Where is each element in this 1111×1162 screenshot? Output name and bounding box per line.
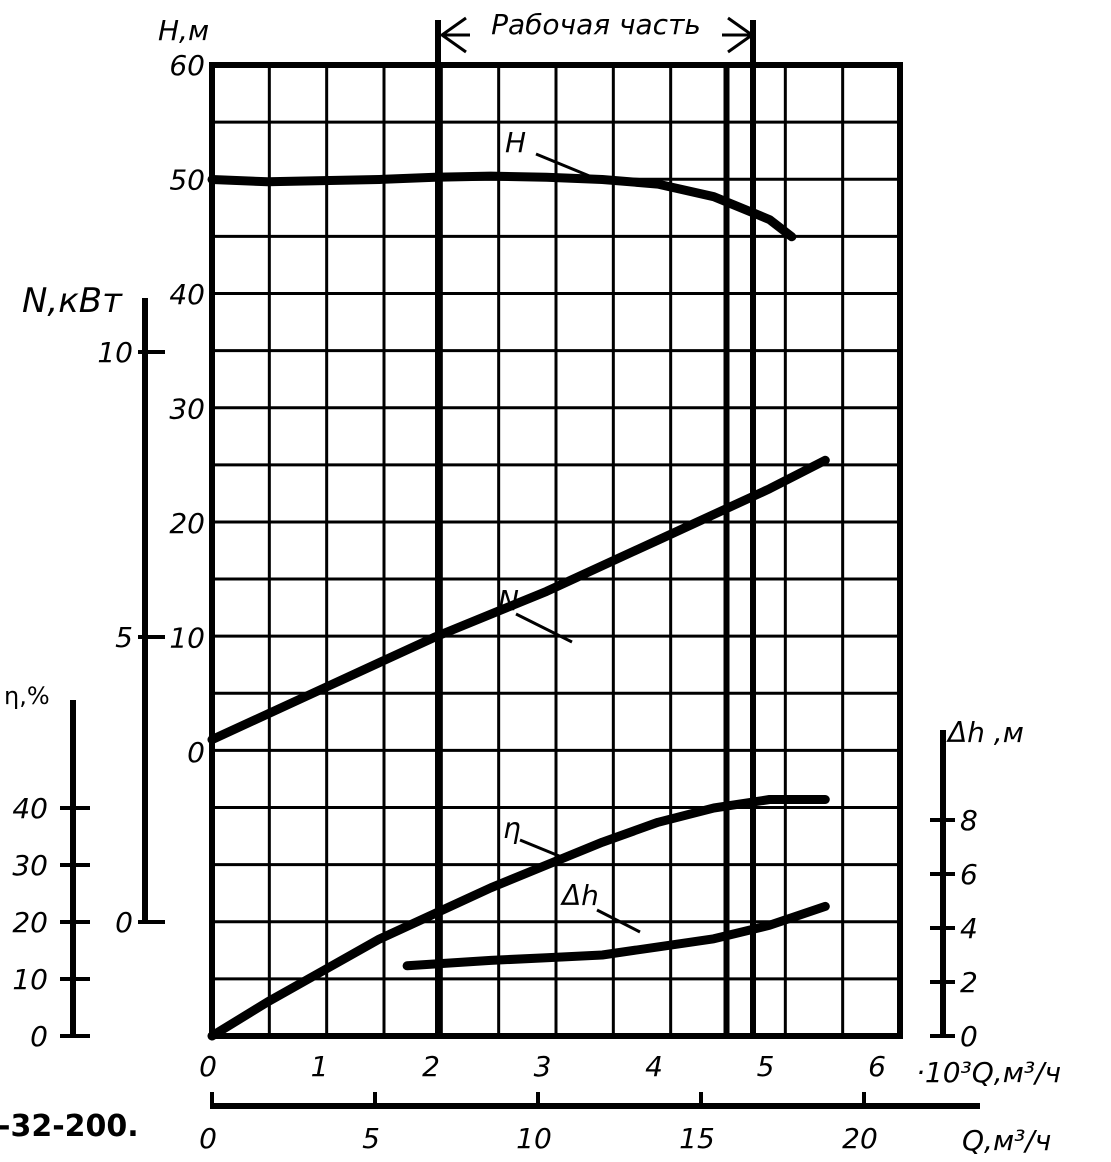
x-axis-tick-label: 4 [645,1050,663,1083]
h-axis-tick-label: 0 [187,736,205,769]
x-axis-tick-label: 0 [199,1050,217,1083]
curve-label-dh-leader [596,908,641,934]
curve-label-h-leader [535,152,605,184]
plot-frame [209,62,903,1039]
eta-axis-tick-label: 10 [12,963,48,996]
h-axis-tick-label: 30 [169,393,205,426]
x2-axis-tick-label: 10 [516,1122,552,1155]
n-axis-label: N,кВт [22,281,123,321]
h-axis-label: H,м [158,14,209,47]
curve-label-eta: η [503,812,521,845]
eta-axis-tick-label: 20 [12,906,48,939]
curve-label-h: H [505,126,526,159]
curve-label-n-leader [515,612,573,644]
h-axis-tick-label: 20 [169,507,205,540]
x2-axis-ticks: 0 5 10 15 20 [199,1092,878,1155]
curve-n [207,455,830,745]
curve-label-dh: Δh [560,879,599,912]
dh-axis-ticks: 8 6 4 2 0 [930,804,978,1053]
dh-axis-tick-label: 4 [960,912,978,945]
x-axis-tick-label: 2 [422,1050,440,1083]
x2-axis: 0 5 10 15 20 Q,м³/ч [199,1092,1051,1157]
h-axis-tick-label: 50 [169,164,205,197]
curve-label-n: N [498,584,519,617]
eta-axis-ticks: 40 30 20 10 0 [12,792,90,1053]
x-axis-tick-label: 5 [757,1050,775,1083]
working-zone: Рабочая часть [435,8,756,1036]
curve-eta [207,795,830,1041]
curve-labels: H N η Δh [498,126,641,934]
dh-axis-tick-label: 2 [960,966,978,999]
x2-axis-label: Q,м³/ч [962,1124,1051,1157]
dh-axis-label: Δh ,м [946,716,1024,749]
eta-axis-tick-label: 40 [12,792,48,825]
eta-axis-tick-label: 0 [30,1020,48,1053]
x2-axis-tick-label: 20 [842,1122,878,1155]
eta-axis: η,% 40 30 20 10 0 [4,682,90,1053]
x-axis-label: ·10³Q,м³/ч [916,1056,1061,1089]
figure-caption: -32-200. [0,1109,139,1144]
h-axis-tick-label: 40 [169,278,205,311]
n-axis-tick-label: 0 [115,906,133,939]
x2-axis-tick-label: 5 [362,1122,380,1155]
working-zone-left-arrowhead [439,16,467,54]
x-axis-tick-label: 6 [868,1050,886,1083]
n-axis-tick-label: 5 [115,621,133,654]
n-axis: N,кВт 10 5 0 [22,281,165,939]
n-axis-ticks: 10 5 0 [97,336,165,939]
dh-axis: Δh ,м 8 6 4 2 0 [930,716,1024,1053]
working-zone-label: Рабочая часть [491,8,701,41]
working-zone-label-bg [470,8,722,42]
x-axis-tick-label: 3 [534,1050,552,1083]
dh-axis-tick-label: 0 [960,1020,978,1053]
h-axis-tick-label: 60 [169,49,205,82]
working-zone-right-arrowhead [727,16,755,54]
curve-dh [402,901,830,971]
n-axis-tick-label: 10 [97,336,133,369]
chart-curves [207,171,830,1041]
dh-axis-tick-label: 8 [960,804,978,837]
x-axis-ticks: 0 1 2 3 4 5 6 [199,1050,886,1083]
dh-axis-tick-label: 6 [960,858,978,891]
h-axis-ticks: 60 50 40 30 20 10 0 [169,49,205,769]
h-axis-tick-label: 10 [169,622,205,655]
curve-h [207,171,797,242]
chart-grid [212,65,900,1036]
x2-axis-tick-label: 15 [679,1122,715,1155]
x-axis-tick-label: 1 [311,1050,329,1083]
x2-axis-tick-label: 0 [199,1122,217,1155]
eta-axis-label: η,% [4,682,50,710]
eta-axis-tick-label: 30 [12,849,48,882]
curve-label-eta-leader [519,838,565,860]
